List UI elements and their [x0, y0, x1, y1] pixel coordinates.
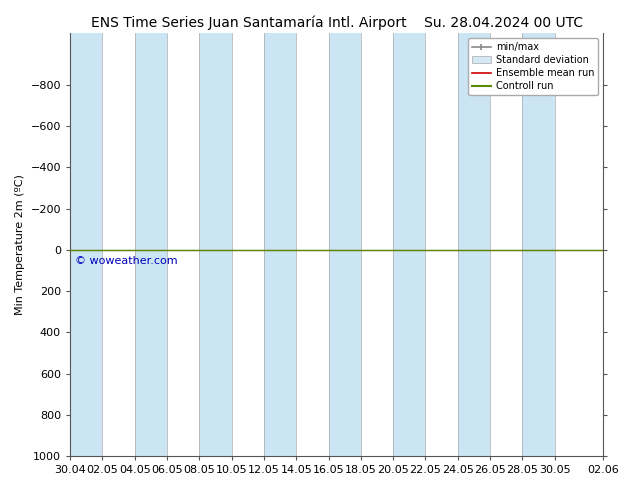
Text: © woweather.com: © woweather.com — [75, 256, 178, 266]
Bar — [264, 33, 296, 456]
Title: ENS Time Series Juan Santamaría Intl. Airport    Su. 28.04.2024 00 UTC: ENS Time Series Juan Santamaría Intl. Ai… — [91, 15, 583, 29]
Y-axis label: Min Temperature 2m (ºC): Min Temperature 2m (ºC) — [15, 174, 25, 315]
Bar — [199, 33, 231, 456]
Bar — [522, 33, 555, 456]
Bar — [134, 33, 167, 456]
Bar — [328, 33, 361, 456]
Bar — [458, 33, 490, 456]
Bar — [70, 33, 102, 456]
Bar — [393, 33, 425, 456]
Legend: min/max, Standard deviation, Ensemble mean run, Controll run: min/max, Standard deviation, Ensemble me… — [468, 38, 598, 95]
